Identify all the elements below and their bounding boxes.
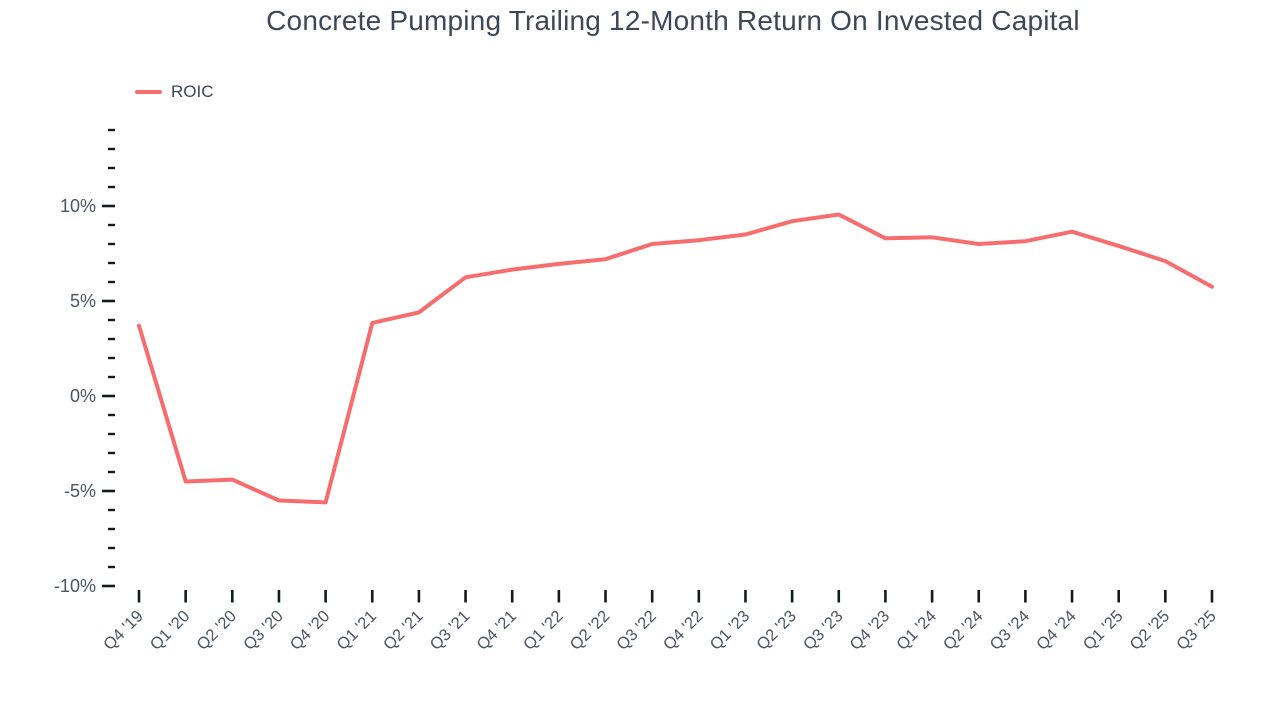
x-axis-tick-label: Q4 '21 [473,607,520,654]
x-axis-tick-label: Q1 '24 [893,607,940,654]
x-axis-tick-label: Q3 '23 [800,607,847,654]
y-axis-tick-label: 0% [70,386,96,406]
x-axis-tick-label: Q1 '21 [333,607,380,654]
x-axis-tick-label: Q2 '20 [193,607,240,654]
y-axis-tick-label: 10% [60,196,96,216]
legend: ROIC [135,82,214,102]
y-axis-ticks [102,128,115,588]
series-lines [137,212,1214,505]
x-axis-tick-label: Q2 '23 [753,607,800,654]
x-axis-tick-label: Q3 '25 [1173,607,1220,654]
y-axis-labels: -10% -5% 0% 5% 10% [54,196,96,596]
x-axis-tick-label: Q2 '22 [567,607,614,654]
x-axis-labels: Q4 '19 Q1 '20 Q2 '20 Q3 '20 Q4 '20 Q1 '21 Q2 '… [100,607,1220,654]
x-axis-tick-label: Q4 '24 [1033,607,1080,654]
x-axis-tick-label: Q1 '23 [707,607,754,654]
x-axis-tick-label: Q1 '22 [520,607,567,654]
x-axis-tick-label: Q2 '24 [940,607,987,654]
y-axis-tick-label: -5% [64,481,96,501]
x-axis-tick-label: Q2 '21 [380,607,427,654]
y-axis-tick-label: -10% [54,576,96,596]
x-axis-tick-label: Q1 '25 [1080,607,1127,654]
x-axis-tick-label: Q4 '23 [847,607,894,654]
x-axis-tick-label: Q3 '24 [986,607,1033,654]
x-axis-ticks [137,590,1214,603]
x-axis-tick-label: Q4 '19 [100,607,147,654]
x-axis-tick-label: Q4 '22 [660,607,707,654]
x-axis-tick-label: Q2 '25 [1126,607,1173,654]
roic-series-line [137,212,1214,505]
x-axis-tick-label: Q3 '20 [240,607,287,654]
x-axis-tick-label: Q4 '20 [287,607,334,654]
x-axis-tick-label: Q3 '21 [427,607,474,654]
chart-title: Concrete Pumping Trailing 12-Month Retur… [266,5,1080,36]
legend-label: ROIC [171,82,214,101]
y-axis-tick-label: 5% [70,291,96,311]
x-axis-tick-label: Q1 '20 [147,607,194,654]
x-axis-tick-label: Q3 '22 [613,607,660,654]
legend-line-swatch-icon [135,89,162,95]
